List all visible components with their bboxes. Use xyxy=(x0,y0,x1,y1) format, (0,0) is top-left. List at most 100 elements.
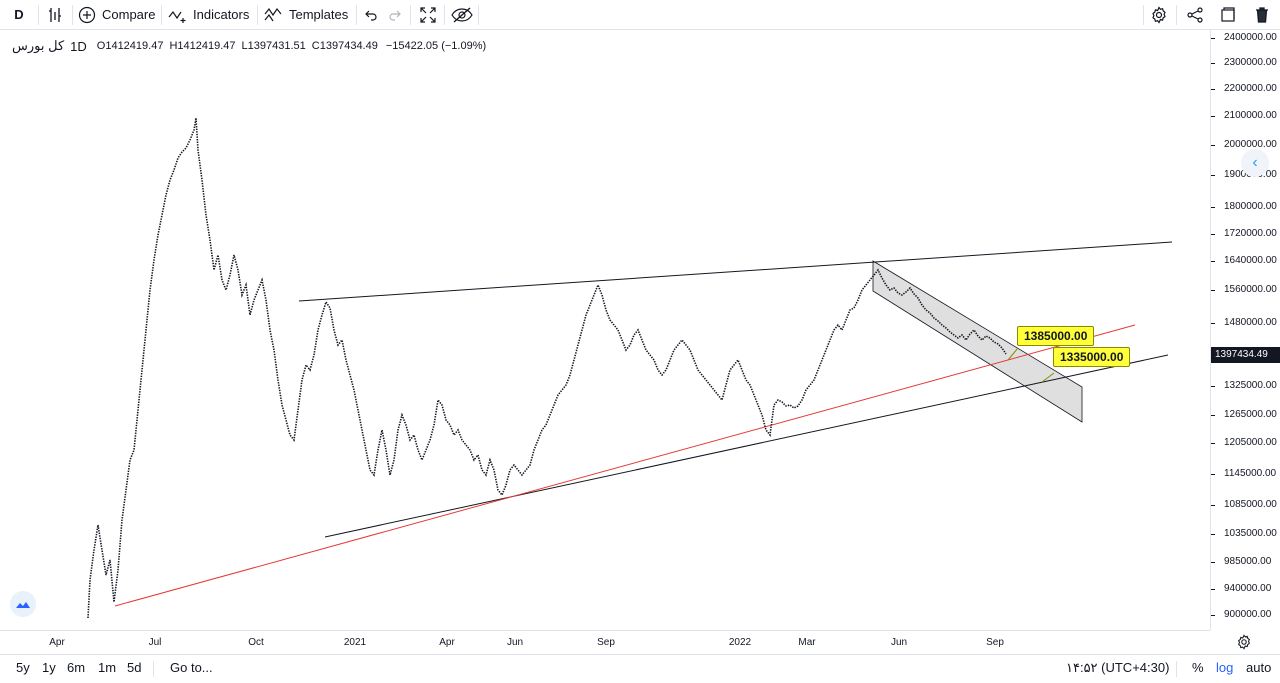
price-axis-label: 940000.00 xyxy=(1224,583,1272,594)
time-axis-label: Jun xyxy=(506,637,524,648)
close-value: 1397434.49 xyxy=(319,40,378,52)
goto-button[interactable]: Go to... xyxy=(170,660,213,675)
price-axis-tick xyxy=(1211,534,1215,535)
range-1m[interactable]: 1m xyxy=(98,660,117,675)
price-axis-tick xyxy=(1211,415,1215,416)
auto-toggle[interactable]: auto xyxy=(1246,660,1272,675)
redo-icon xyxy=(389,10,401,21)
tradingview-logo[interactable] xyxy=(10,591,36,617)
price-axis-tick xyxy=(1211,474,1215,475)
indicators-button[interactable]: Indicators xyxy=(168,0,253,29)
bottom-divider xyxy=(153,661,154,677)
bottom-toolbar: 5y 1y 6m 1m 5d Go to... ۱۴:۵۲ (UTC+4:30)… xyxy=(0,654,1280,683)
range-5y[interactable]: 5y xyxy=(16,660,30,675)
right-panel-toggle[interactable]: ‹ xyxy=(1241,149,1269,177)
price-axis-label: 2300000.00 xyxy=(1224,57,1277,68)
gear-icon xyxy=(1152,5,1166,24)
price-axis-label: 1325000.00 xyxy=(1224,380,1277,391)
cloud-icon xyxy=(16,602,30,608)
price-axis-tick xyxy=(1211,261,1215,262)
symbol-name[interactable]: کل بورس xyxy=(12,38,65,53)
high-key: H xyxy=(169,40,178,52)
templates-button[interactable]: Templates xyxy=(264,0,354,29)
lower-trendline[interactable] xyxy=(324,354,1169,538)
price-axis-label: 1265000.00 xyxy=(1224,409,1277,420)
price-chart[interactable] xyxy=(0,30,1210,630)
fullscreen-button[interactable] xyxy=(414,0,442,29)
price-axis-label: 900000.00 xyxy=(1224,609,1272,620)
scale-settings-button[interactable] xyxy=(1232,632,1256,652)
indicators-label: Indicators xyxy=(193,7,250,22)
callout-lower-pointer xyxy=(1041,372,1055,383)
time-axis-label: Apr xyxy=(439,637,455,648)
change-value: −15422.05 (−1.09%) xyxy=(385,40,487,52)
compare-label: Compare xyxy=(102,7,156,22)
price-axis-tick xyxy=(1211,589,1215,590)
price-callout-lower[interactable]: 1335000.00 xyxy=(1053,347,1131,367)
toolbar-divider xyxy=(72,5,73,25)
price-callout-upper[interactable]: 1385000.00 xyxy=(1017,326,1095,346)
toolbar-divider xyxy=(38,5,39,25)
share-icon xyxy=(1187,6,1203,23)
range-6m[interactable]: 6m xyxy=(67,660,86,675)
price-scale[interactable]: 2400000.00 2300000.00 2200000.00 2100000.00… xyxy=(1210,30,1280,630)
price-axis-label: 1480000.00 xyxy=(1224,317,1277,328)
time-axis-label: 2022 xyxy=(728,637,752,648)
high-value: 1412419.47 xyxy=(177,40,236,52)
price-axis-tick xyxy=(1211,207,1215,208)
delete-button[interactable] xyxy=(1249,0,1275,29)
price-axis-label: 1640000.00 xyxy=(1224,255,1277,266)
red-trendline[interactable] xyxy=(114,324,1136,607)
fullscreen-icon xyxy=(420,6,436,23)
indicators-icon xyxy=(168,10,186,23)
range-5d[interactable]: 5d xyxy=(127,660,142,675)
log-toggle[interactable]: log xyxy=(1216,660,1234,675)
percent-toggle[interactable]: % xyxy=(1192,660,1204,675)
time-axis-label: Sep xyxy=(597,637,615,648)
time-axis-label: 2021 xyxy=(343,637,367,648)
templates-label: Templates xyxy=(289,7,349,22)
range-1y[interactable]: 1y xyxy=(42,660,56,675)
settings-button[interactable] xyxy=(1146,0,1172,29)
price-axis-label: 1145000.00 xyxy=(1224,468,1277,479)
hide-drawings-button[interactable] xyxy=(448,0,476,29)
bar-style-button[interactable] xyxy=(40,0,70,29)
open-key: O xyxy=(96,40,106,52)
price-axis-label: 2100000.00 xyxy=(1224,110,1277,121)
plus-circle-icon xyxy=(78,6,96,23)
time-axis-label: Jun xyxy=(890,637,908,648)
toolbar-divider xyxy=(161,5,162,25)
price-axis-tick xyxy=(1211,63,1215,64)
candles-icon xyxy=(49,7,61,22)
interval-button[interactable]: D xyxy=(0,0,38,29)
current-price-tag: 1397434.49 xyxy=(1211,347,1280,363)
undo-icon xyxy=(365,10,377,21)
interval-label: D xyxy=(14,7,24,22)
callout-upper-pointer xyxy=(1007,347,1019,361)
timezone-clock[interactable]: ۱۴:۵۲ (UTC+4:30) xyxy=(1066,660,1170,675)
snapshot-button[interactable] xyxy=(1215,0,1241,29)
templates-icon xyxy=(264,7,282,21)
price-axis-label: 1205000.00 xyxy=(1224,437,1277,448)
price-series xyxy=(87,117,1007,619)
redo-button[interactable] xyxy=(384,0,406,29)
upper-trendline[interactable] xyxy=(298,241,1173,302)
window-icon xyxy=(1221,6,1235,22)
time-scale[interactable]: Apr Jul Oct 2021 Apr Jun Sep 2022 Mar Jun Sep xyxy=(0,630,1210,654)
toolbar-divider xyxy=(1176,5,1177,25)
share-button[interactable] xyxy=(1182,0,1208,29)
price-axis-label: 2400000.00 xyxy=(1224,32,1277,43)
compare-button[interactable]: Compare xyxy=(78,0,158,29)
chevron-left-icon: ‹ xyxy=(1252,154,1258,171)
channel-band[interactable] xyxy=(872,260,1083,423)
price-axis-tick xyxy=(1211,443,1215,444)
price-axis-label: 985000.00 xyxy=(1224,556,1272,567)
price-axis-tick xyxy=(1211,116,1215,117)
price-axis-label: 2200000.00 xyxy=(1224,83,1277,94)
price-axis-tick xyxy=(1211,323,1215,324)
price-axis-label: 1035000.00 xyxy=(1224,528,1277,539)
low-value: 1397431.51 xyxy=(247,40,306,52)
eye-crossed-icon xyxy=(451,6,473,23)
chart-plot-area[interactable]: 1385000.00 1335000.00 ‹ xyxy=(0,30,1269,630)
undo-button[interactable] xyxy=(360,0,382,29)
